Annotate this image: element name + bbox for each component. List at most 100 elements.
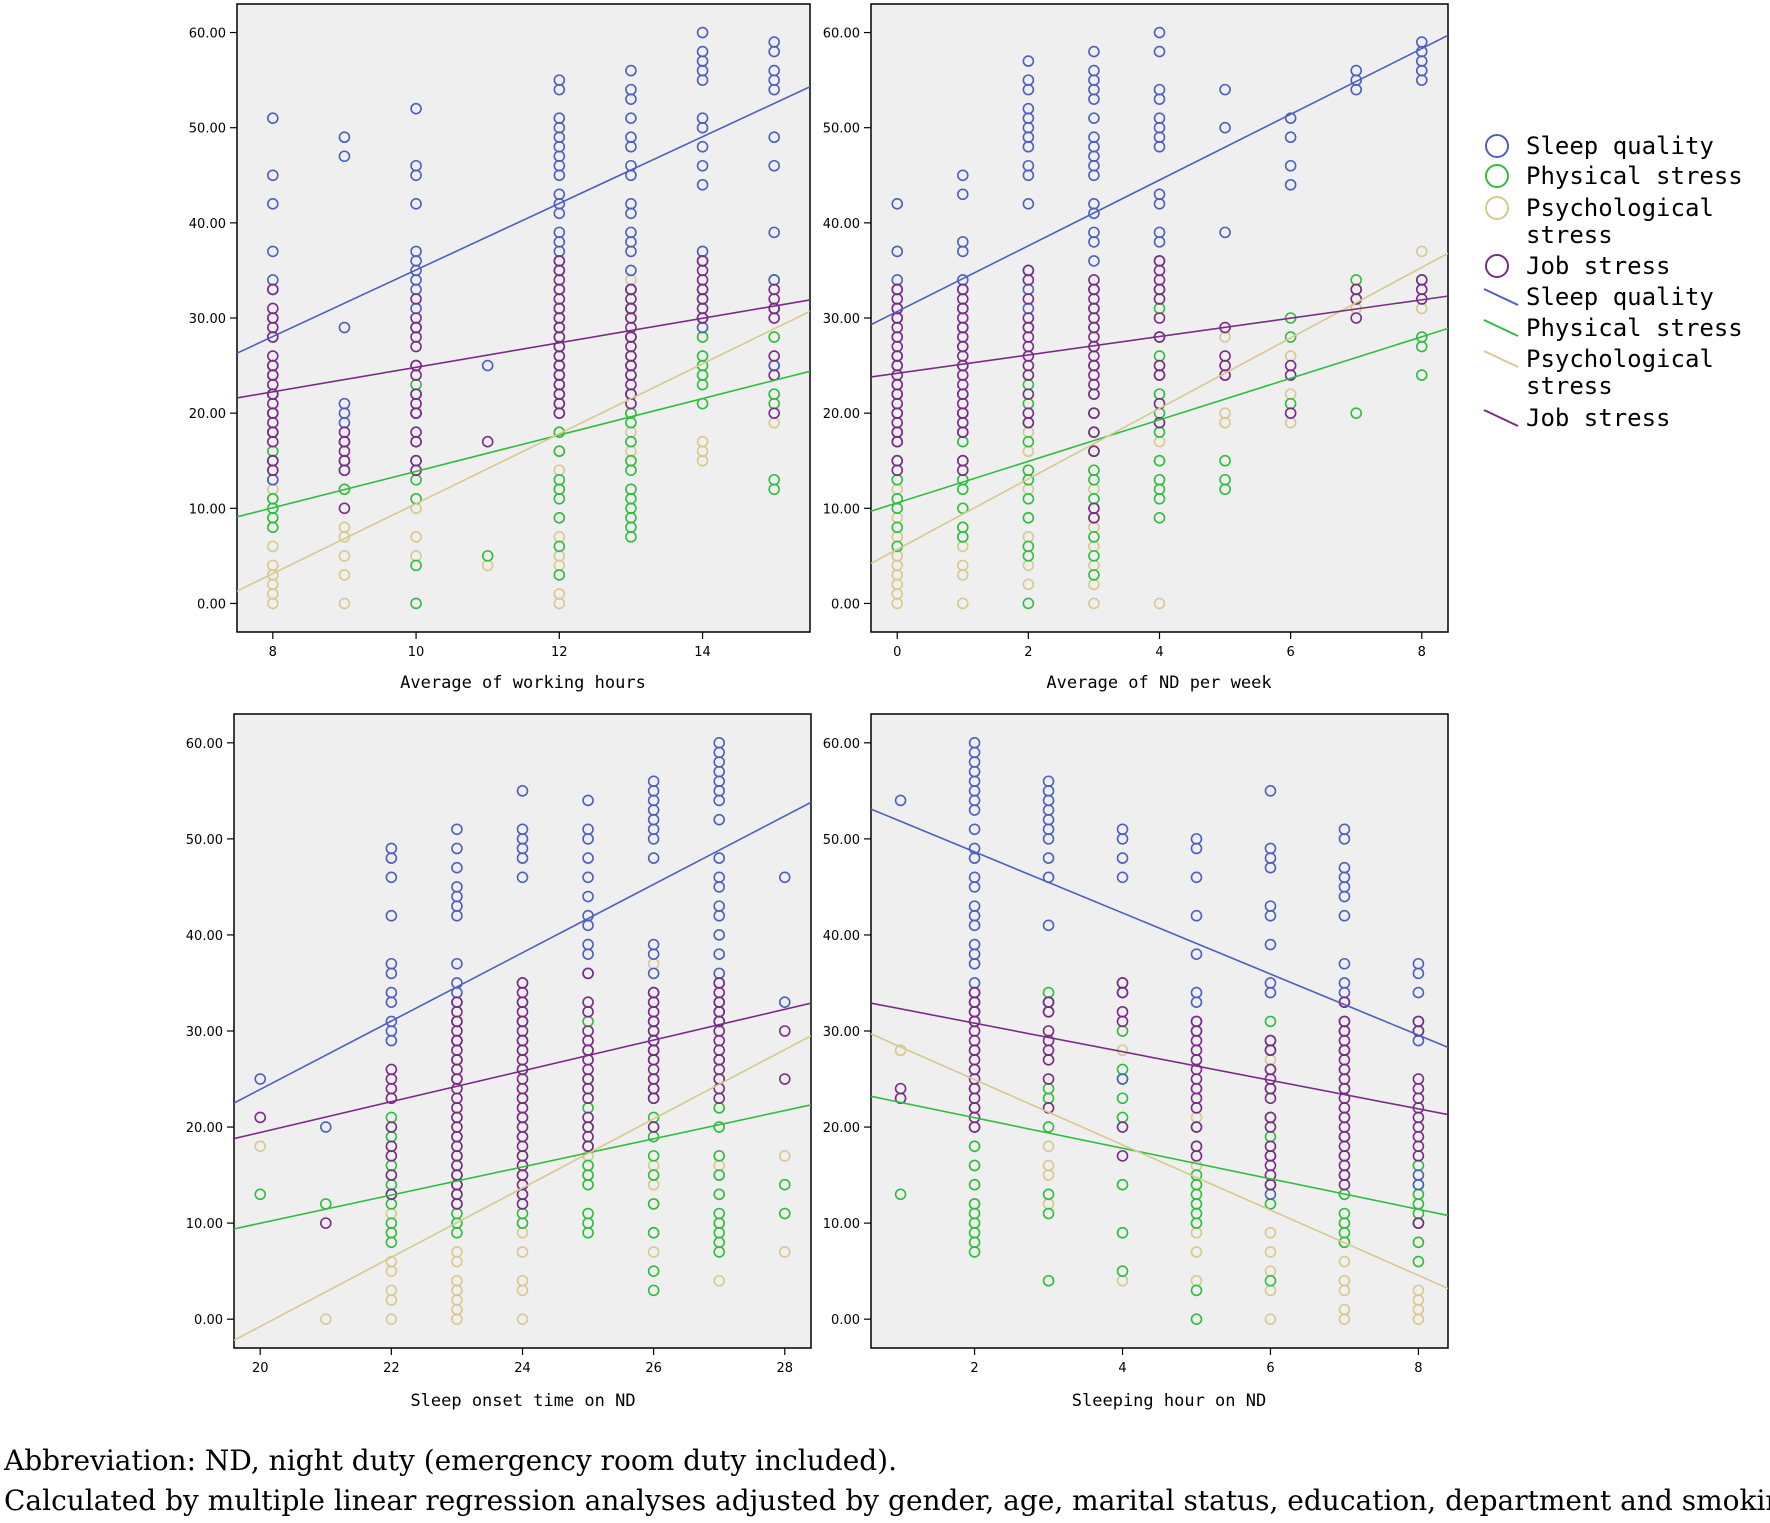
- point-job-stress: [1022, 293, 1035, 305]
- panel-1-y-tick-label: 50.00: [189, 122, 226, 137]
- legend-marker-psychological-stress: [1485, 196, 1509, 220]
- panel-3-y-tick-label: 30.00: [186, 1025, 223, 1040]
- panel-2-y-tick-label: 40.00: [823, 217, 860, 232]
- point-sleep-quality: [768, 131, 780, 144]
- point-physical-stress: [1190, 1217, 1203, 1229]
- point-sleep-quality: [1153, 45, 1166, 58]
- panel-4-y-tick-label: 20.00: [823, 1121, 860, 1136]
- panel-1-plot-area: [236, 3, 811, 633]
- point-psychological-stress: [451, 1255, 463, 1268]
- point-sleep-quality: [451, 957, 463, 970]
- point-job-stress: [338, 502, 351, 515]
- point-physical-stress: [553, 445, 566, 458]
- point-job-stress: [553, 407, 566, 419]
- point-job-stress: [1088, 407, 1100, 419]
- point-sleep-quality: [516, 852, 529, 864]
- point-physical-stress: [1153, 454, 1166, 467]
- point-job-stress: [1088, 426, 1100, 438]
- point-job-stress: [1153, 416, 1166, 429]
- point-sleep-quality: [1088, 112, 1100, 124]
- point-psychological-stress: [1338, 1313, 1351, 1325]
- panel-3-x-tick-label: 28: [776, 1361, 793, 1376]
- point-job-stress: [968, 1121, 981, 1133]
- point-sleep-quality: [410, 102, 422, 115]
- panel-3-y-tick-label: 60.00: [186, 737, 223, 752]
- panel-2-x-tick-label: 0: [893, 645, 901, 660]
- point-psychological-stress: [894, 1044, 907, 1057]
- point-sleep-quality: [894, 794, 907, 807]
- point-physical-stress: [1042, 1207, 1055, 1220]
- point-psychological-stress: [338, 597, 351, 610]
- panel-1-y-tick-label: 0.00: [197, 597, 226, 612]
- point-job-stress: [267, 464, 279, 477]
- point-physical-stress: [1219, 454, 1231, 467]
- panel-1-y-tick-label: 20.00: [189, 407, 226, 422]
- point-psychological-stress: [451, 1313, 463, 1325]
- point-job-stress: [1350, 312, 1363, 324]
- point-physical-stress: [647, 1265, 660, 1277]
- point-sleep-quality: [1264, 986, 1277, 999]
- point-job-stress: [1022, 369, 1035, 381]
- point-sleep-quality: [1338, 909, 1351, 922]
- point-sleep-quality: [1088, 207, 1100, 220]
- point-sleep-quality: [647, 967, 660, 980]
- legend-label-physical-stress: Physical stress: [1526, 162, 1743, 190]
- panel-2-y-tick-label: 20.00: [823, 407, 860, 422]
- point-psychological-stress: [254, 1140, 267, 1153]
- point-psychological-stress: [1412, 1313, 1425, 1325]
- point-job-stress: [481, 435, 494, 448]
- point-sleep-quality: [410, 198, 422, 210]
- point-sleep-quality: [1415, 74, 1428, 86]
- point-job-stress: [1088, 512, 1100, 524]
- point-physical-stress: [713, 1150, 726, 1162]
- point-psychological-stress: [647, 1246, 660, 1258]
- point-physical-stress: [481, 550, 494, 562]
- point-job-stress: [1264, 1044, 1277, 1057]
- point-physical-stress: [516, 1217, 529, 1229]
- point-sleep-quality: [647, 833, 660, 845]
- panel-4-x-tick-label: 2: [970, 1361, 978, 1376]
- point-sleep-quality: [1088, 169, 1100, 182]
- point-sleep-quality: [696, 74, 709, 86]
- point-psychological-stress: [1088, 597, 1100, 610]
- point-job-stress: [1042, 1073, 1055, 1085]
- point-sleep-quality: [1284, 112, 1297, 124]
- point-job-stress: [778, 1025, 791, 1037]
- point-sleep-quality: [582, 852, 594, 864]
- point-sleep-quality: [625, 207, 637, 220]
- point-psychological-stress: [891, 597, 904, 610]
- point-physical-stress: [956, 483, 969, 496]
- point-job-stress: [956, 464, 969, 477]
- point-job-stress: [713, 1092, 726, 1105]
- point-physical-stress: [1116, 1265, 1129, 1277]
- point-psychological-stress: [385, 1294, 398, 1306]
- legend-label-sleep-quality: Sleep quality: [1526, 132, 1714, 160]
- point-sleep-quality: [267, 112, 279, 124]
- point-physical-stress: [385, 1236, 398, 1249]
- point-sleep-quality: [582, 890, 594, 903]
- panel-4-y-tick-label: 50.00: [823, 833, 860, 848]
- point-sleep-quality: [713, 794, 726, 807]
- point-sleep-quality: [1153, 236, 1166, 248]
- point-sleep-quality: [553, 207, 566, 220]
- point-psychological-stress: [1190, 1246, 1203, 1258]
- point-sleep-quality: [968, 852, 981, 864]
- point-sleep-quality: [1412, 1178, 1425, 1191]
- point-job-stress: [647, 1121, 660, 1133]
- point-physical-stress: [338, 483, 351, 496]
- point-sleep-quality: [1042, 833, 1055, 845]
- point-sleep-quality: [1284, 178, 1297, 191]
- point-sleep-quality: [647, 852, 660, 864]
- panel-3-y-tick-label: 40.00: [186, 929, 223, 944]
- point-physical-stress: [713, 1188, 726, 1201]
- point-physical-stress: [1022, 550, 1035, 562]
- point-sleep-quality: [1042, 919, 1055, 932]
- panel-4-x-tick-label: 6: [1266, 1361, 1274, 1376]
- panel-1-x-tick-label: 14: [694, 645, 711, 660]
- point-physical-stress: [1042, 1121, 1055, 1133]
- point-job-stress: [956, 426, 969, 438]
- point-physical-stress: [768, 483, 780, 496]
- fit-line-physical-stress: [871, 1095, 1448, 1217]
